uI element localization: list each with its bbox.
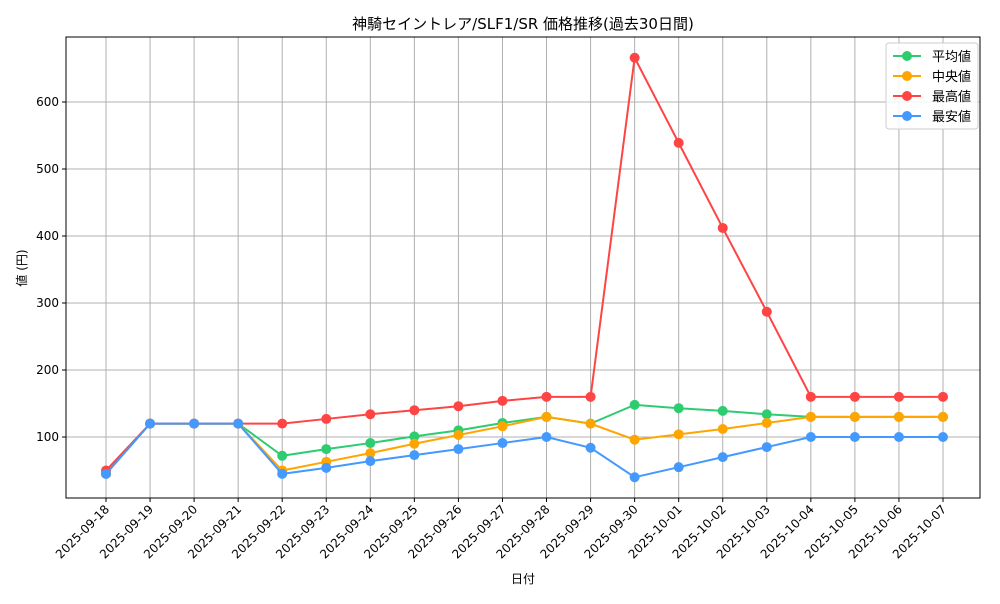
series-line — [105, 415, 943, 475]
data-point — [409, 438, 420, 449]
data-point — [761, 409, 772, 420]
data-point — [805, 411, 816, 422]
data-point — [497, 421, 508, 432]
data-point — [938, 391, 948, 402]
data-point — [629, 52, 640, 63]
data-point — [541, 411, 552, 422]
data-point — [761, 417, 772, 428]
data-point — [101, 468, 111, 479]
series-3 — [101, 418, 948, 483]
legend-marker — [902, 91, 912, 101]
data-point — [938, 432, 948, 443]
data-point — [453, 401, 464, 412]
data-point — [277, 468, 288, 479]
data-point — [585, 418, 596, 429]
legend-marker — [902, 51, 912, 61]
legend-marker — [902, 71, 912, 81]
data-point — [233, 418, 244, 429]
data-point — [849, 432, 860, 443]
data-point — [409, 431, 420, 442]
chart-title: 神騎セイントレア/SLF1/SR 価格推移(過去30日間) — [352, 15, 694, 33]
grid — [66, 37, 980, 498]
data-point — [717, 452, 728, 463]
data-point — [453, 444, 464, 455]
data-point — [497, 438, 508, 449]
data-point — [145, 418, 156, 429]
data-point — [541, 391, 552, 402]
data-point — [893, 391, 904, 402]
legend-label: 平均値 — [932, 49, 971, 65]
data-point — [189, 418, 200, 429]
data-point — [893, 432, 904, 443]
data-point — [805, 391, 816, 402]
legend-label: 最高値 — [932, 89, 971, 105]
series-2 — [101, 52, 948, 476]
y-tick-label: 500 — [36, 162, 59, 176]
legend-label: 中央値 — [932, 69, 971, 85]
data-point — [673, 403, 684, 414]
y-axis-label: 値 (円) — [14, 249, 29, 286]
data-point — [365, 448, 376, 459]
data-point — [409, 405, 420, 416]
y-ticks: 100 200 300 400 500 600 — [36, 95, 66, 444]
data-point — [321, 444, 332, 455]
y-tick-label: 400 — [36, 229, 59, 243]
y-tick-label: 200 — [36, 363, 59, 377]
data-point — [585, 391, 596, 402]
data-point — [541, 432, 552, 443]
series-line — [105, 54, 943, 472]
y-tick-label: 300 — [36, 296, 59, 310]
legend-label: 最安値 — [932, 109, 971, 125]
series-group — [101, 52, 948, 483]
data-point — [321, 413, 332, 424]
data-point — [277, 450, 288, 461]
data-point — [805, 432, 816, 443]
data-point — [761, 442, 772, 453]
data-point — [497, 395, 508, 406]
data-point — [717, 423, 728, 434]
data-point — [629, 399, 640, 410]
data-point — [849, 391, 860, 402]
x-axis-label: 日付 — [511, 572, 535, 586]
data-point — [365, 456, 376, 467]
series-1 — [101, 411, 948, 479]
legend-marker — [902, 111, 912, 121]
y-tick-label: 600 — [36, 95, 59, 109]
data-point — [717, 222, 728, 233]
data-point — [585, 442, 596, 453]
data-point — [893, 411, 904, 422]
data-point — [365, 409, 376, 420]
data-point — [717, 405, 728, 416]
data-point — [453, 430, 464, 441]
data-point — [629, 434, 640, 445]
data-point — [365, 438, 376, 449]
data-point — [629, 472, 640, 483]
data-point — [849, 411, 860, 422]
data-point — [409, 450, 420, 461]
data-point — [673, 462, 684, 473]
data-point — [321, 462, 332, 473]
series-line — [105, 403, 943, 475]
x-ticks: 2025-09-182025-09-192025-09-202025-09-21… — [53, 498, 949, 561]
series-line — [105, 422, 943, 479]
data-point — [673, 429, 684, 440]
plot-frame — [65, 36, 981, 499]
data-point — [761, 306, 772, 317]
data-point — [938, 411, 948, 422]
data-point — [277, 418, 288, 429]
y-tick-label: 100 — [36, 430, 59, 444]
data-point — [673, 137, 684, 148]
